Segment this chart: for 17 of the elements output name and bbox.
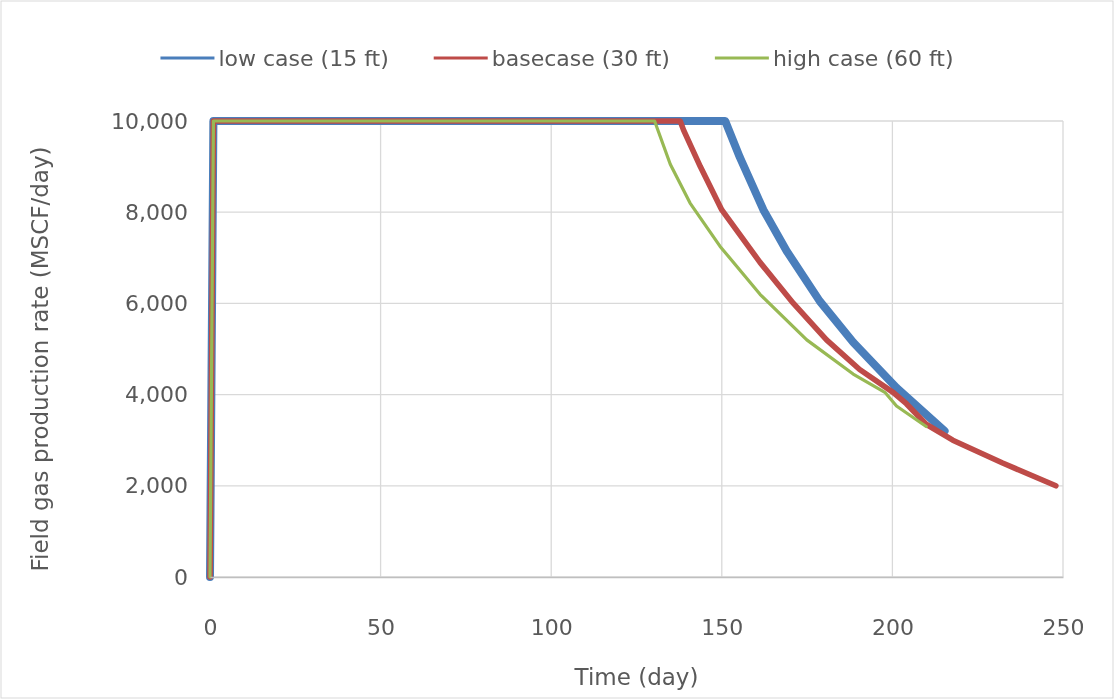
x-tick-label: 50	[367, 614, 396, 640]
x-tick-label: 200	[871, 614, 914, 640]
y-tick-label: 10,000	[111, 108, 188, 134]
x-tick-label: 150	[701, 614, 744, 640]
legend-label: high case (60 ft)	[772, 46, 954, 71]
x-axis-title: Time (day)	[573, 664, 699, 690]
y-tick-label: 4,000	[125, 382, 188, 408]
x-tick-label: 250	[1042, 614, 1085, 640]
legend-label: low case (15 ft)	[218, 46, 389, 71]
y-tick-label: 8,000	[125, 199, 188, 225]
y-tick-label: 2,000	[125, 473, 188, 499]
y-axis-title: Field gas production rate (MSCF/day)	[27, 146, 53, 572]
x-tick-label: 100	[530, 614, 573, 640]
y-tick-label: 0	[174, 564, 188, 590]
legend-label: basecase (30 ft)	[491, 46, 670, 71]
y-tick-label: 6,000	[125, 290, 188, 316]
x-tick-label: 0	[203, 614, 218, 640]
